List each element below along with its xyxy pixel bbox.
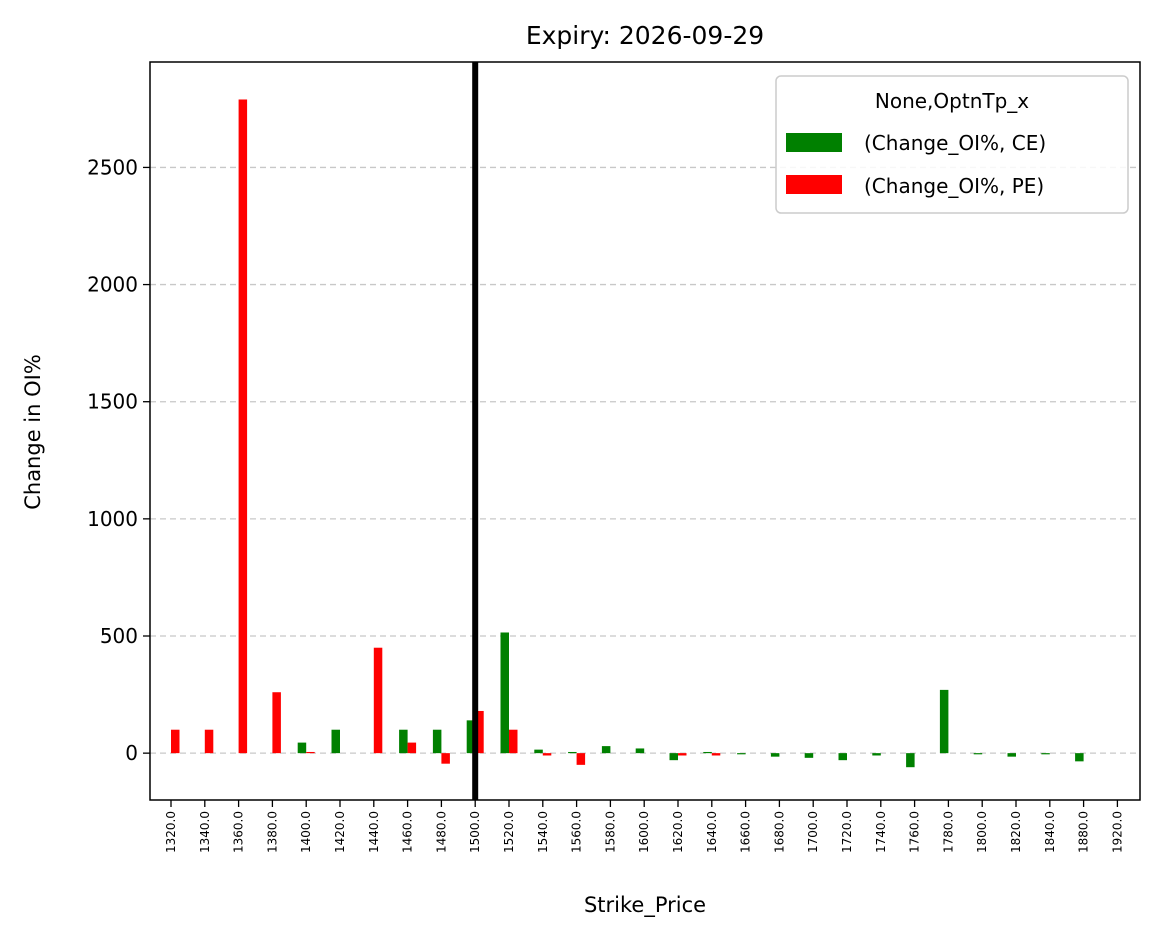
bar-ce bbox=[1075, 753, 1084, 762]
x-tick-label: 1700.0 bbox=[806, 811, 820, 853]
bar-ce bbox=[872, 753, 881, 756]
plot-frame bbox=[149, 61, 1141, 801]
x-tick-label: 1360.0 bbox=[232, 811, 246, 853]
bar-pe bbox=[407, 742, 417, 754]
bar-ce bbox=[297, 742, 307, 754]
bar-ce bbox=[906, 753, 915, 768]
legend-box bbox=[775, 75, 1129, 214]
y-tick-label: 0 bbox=[125, 741, 138, 765]
legend-title: None,OptnTp_x bbox=[875, 89, 1029, 113]
bar-pe bbox=[171, 729, 180, 754]
y-tick-label: 1000 bbox=[87, 507, 138, 531]
x-tick-label: 1620.0 bbox=[671, 811, 685, 853]
bar-ce bbox=[432, 729, 442, 754]
bar-pe bbox=[204, 729, 214, 754]
x-ticks: 1320.0 1340.0 1360.0 1380.0 1400.0 1420.0 1440… bbox=[164, 800, 1124, 853]
bar-ce bbox=[500, 632, 509, 754]
y-tick-label: 2500 bbox=[87, 155, 138, 179]
legend-swatch-ce bbox=[786, 133, 842, 152]
bar-ce bbox=[466, 720, 476, 754]
bar-ce bbox=[770, 753, 780, 757]
x-tick-label: 1480.0 bbox=[434, 811, 448, 853]
bar-ce bbox=[399, 729, 408, 754]
y-tick-label: 2000 bbox=[87, 273, 138, 297]
bar-pe bbox=[306, 751, 315, 754]
x-tick-label: 1720.0 bbox=[840, 811, 854, 853]
y-axis-label: Change in OI% bbox=[21, 354, 45, 510]
bar-ce bbox=[601, 746, 611, 754]
bar-pe bbox=[542, 753, 552, 756]
x-tick-label: 1880.0 bbox=[1077, 811, 1091, 853]
bar-ce bbox=[737, 753, 746, 755]
grid-lines bbox=[150, 166, 1140, 754]
bar-ce bbox=[804, 753, 814, 758]
x-tick-label: 1540.0 bbox=[536, 811, 550, 853]
x-tick-label: 1400.0 bbox=[299, 811, 313, 853]
x-tick-label: 1800.0 bbox=[975, 811, 989, 853]
bar-ce bbox=[1007, 753, 1016, 757]
x-tick-label: 1380.0 bbox=[265, 811, 279, 853]
bar-ce bbox=[939, 689, 949, 754]
x-tick-label: 1820.0 bbox=[1009, 811, 1023, 853]
bar-pe bbox=[576, 753, 586, 765]
x-tick-label: 1840.0 bbox=[1043, 811, 1057, 853]
legend-label-pe: (Change_OI%, PE) bbox=[864, 174, 1044, 198]
x-tick-label: 1420.0 bbox=[333, 811, 347, 853]
bar-ce bbox=[1041, 753, 1050, 755]
y-tick-label: 500 bbox=[100, 624, 138, 648]
bar-ce bbox=[669, 753, 678, 761]
x-tick-label: 1680.0 bbox=[772, 811, 786, 853]
y-tick-label: 1500 bbox=[87, 390, 138, 414]
legend-label-ce: (Change_OI%, CE) bbox=[864, 131, 1046, 155]
x-tick-label: 1560.0 bbox=[570, 811, 584, 853]
x-tick-label: 1640.0 bbox=[705, 811, 719, 853]
x-axis-label: Strike_Price bbox=[584, 893, 706, 918]
x-tick-label: 1600.0 bbox=[637, 811, 651, 853]
x-tick-label: 1460.0 bbox=[401, 811, 415, 853]
bar-pe bbox=[509, 729, 518, 754]
legend: None,OptnTp_x (Change_OI%, CE) (Change_O… bbox=[775, 75, 1129, 214]
x-tick-label: 1660.0 bbox=[739, 811, 753, 853]
bar-ce bbox=[568, 751, 577, 754]
x-tick-label: 1500.0 bbox=[468, 811, 482, 853]
x-tick-label: 1920.0 bbox=[1110, 811, 1124, 853]
y-ticks: 0 500 1000 1500 2000 2500 bbox=[87, 155, 150, 765]
bar-ce bbox=[635, 748, 645, 754]
bar-ce bbox=[973, 753, 983, 755]
x-tick-label: 1780.0 bbox=[941, 811, 955, 853]
x-tick-label: 1740.0 bbox=[874, 811, 888, 853]
bars bbox=[171, 99, 1084, 768]
chart-title: Expiry: 2026-09-29 bbox=[526, 21, 764, 50]
bar-pe bbox=[475, 710, 484, 754]
bar-ce bbox=[703, 751, 712, 754]
legend-swatch-pe bbox=[786, 175, 842, 194]
bar-pe bbox=[373, 647, 383, 754]
bar-pe bbox=[272, 692, 281, 754]
bar-pe bbox=[711, 753, 721, 756]
bar-pe bbox=[678, 753, 687, 756]
bar-pe bbox=[238, 99, 248, 754]
x-tick-label: 1340.0 bbox=[198, 811, 212, 853]
x-tick-label: 1760.0 bbox=[908, 811, 922, 853]
x-tick-label: 1440.0 bbox=[367, 811, 381, 853]
x-tick-label: 1320.0 bbox=[164, 811, 178, 853]
x-tick-label: 1520.0 bbox=[502, 811, 516, 853]
x-tick-label: 1580.0 bbox=[603, 811, 617, 853]
bar-ce bbox=[534, 749, 543, 754]
bar-ce bbox=[331, 729, 340, 754]
bar-pe bbox=[441, 753, 450, 764]
bar-ce bbox=[838, 753, 847, 761]
